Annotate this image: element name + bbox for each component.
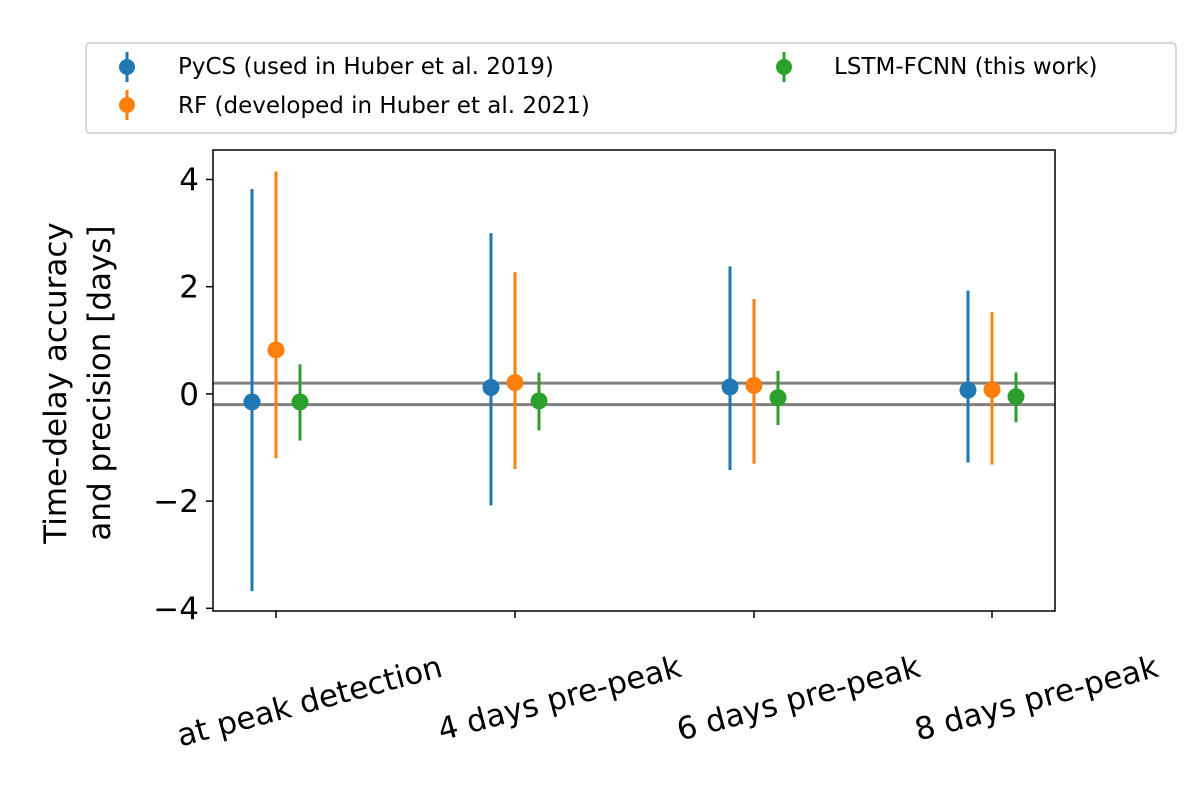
y-axis-label-line-1: Time-delay accuracy [38, 222, 74, 544]
data-point [530, 392, 548, 410]
data-point [769, 389, 787, 407]
x-tick-label: 4 days pre-peak [434, 649, 685, 749]
x-tick-label: at peak detection [173, 649, 446, 754]
legend-frame [85, 42, 1177, 134]
data-point [959, 381, 977, 399]
data-point [291, 393, 309, 411]
data-point [745, 376, 763, 394]
y-tick-label: −4 [153, 591, 199, 627]
data-point [267, 341, 285, 359]
y-axis-label-line-2: and precision [days] [82, 225, 118, 540]
y-tick-label: 4 [179, 162, 199, 198]
data-point [482, 378, 500, 396]
y-tick-label: −2 [153, 484, 199, 520]
reference-lines [213, 381, 1055, 407]
legend-marker-pycs [119, 59, 135, 75]
x-tick-label: 6 days pre-peak [673, 649, 924, 749]
data-point [506, 374, 524, 392]
y-axis-ticks: −4 −2 0 2 4 [153, 162, 213, 627]
data-point [983, 381, 1001, 399]
data-marks [243, 171, 1025, 592]
legend-entry-lstm: LSTM-FCNN (this work) [776, 52, 1098, 82]
data-point [721, 378, 739, 396]
legend-marker-rf [119, 97, 135, 113]
legend-entry-pycs: PyCS (used in Huber et al. 2019) [119, 52, 554, 82]
legend-entry-rf: RF (developed in Huber et al. 2021) [119, 90, 590, 120]
legend-label-lstm: LSTM-FCNN (this work) [834, 54, 1098, 80]
y-tick-label: 0 [179, 377, 199, 413]
legend: PyCS (used in Huber et al. 2019) RF (dev… [85, 42, 1177, 134]
y-axis-label: Time-delay accuracy and precision [days] [38, 222, 118, 544]
legend-label-rf: RF (developed in Huber et al. 2021) [178, 93, 590, 119]
x-tick-label: 8 days pre-peak [911, 649, 1162, 749]
legend-marker-lstm [776, 59, 792, 75]
data-point [243, 393, 261, 411]
legend-label-pycs: PyCS (used in Huber et al. 2019) [178, 54, 554, 80]
data-point [1007, 388, 1025, 406]
axes-frame [212, 149, 1056, 612]
y-tick-label: 2 [179, 270, 199, 306]
